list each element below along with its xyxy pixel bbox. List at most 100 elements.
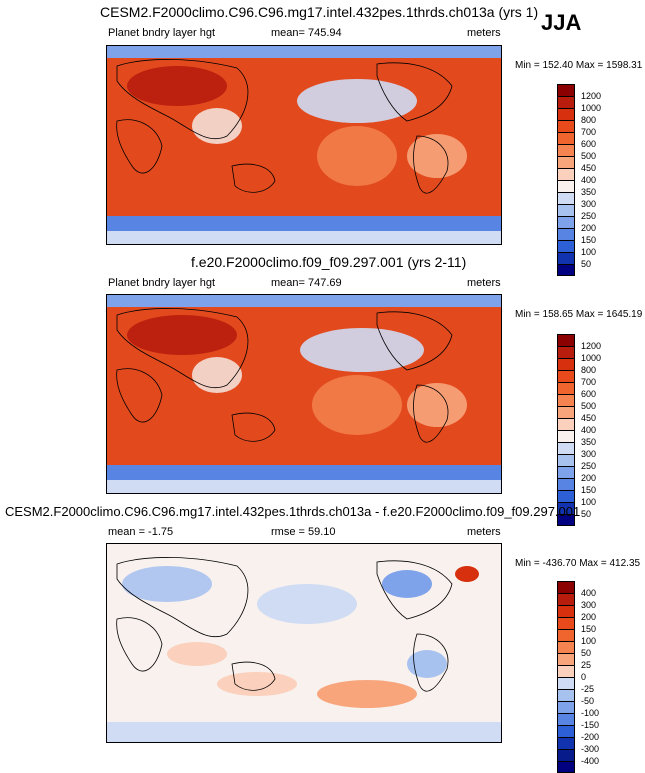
- colorbar-label: 350: [581, 437, 597, 447]
- eurasia-outline: [116, 59, 249, 140]
- colorbar-label: 800: [581, 115, 597, 125]
- panel3-minmax: Min = -436.70 Max = 412.35: [515, 558, 641, 569]
- colorbar-label: 400: [581, 425, 597, 435]
- colorbar-box: [557, 394, 575, 406]
- colorbar-box: [557, 228, 575, 240]
- colorbar-label: -200: [581, 732, 600, 742]
- colorbar-box: [557, 204, 575, 216]
- colorbar-box: [557, 737, 575, 749]
- colorbar-box: [557, 418, 575, 430]
- south-america-outline: [413, 135, 449, 194]
- panel2-title: f.e20.F2000climo.f09_f09.297.001 (yrs 2-…: [191, 254, 467, 270]
- panel3-units: meters: [467, 526, 501, 538]
- colorbar-label: 600: [581, 389, 597, 399]
- colorbar-box: [557, 454, 575, 466]
- panel1-colorbar-labels: 1200 1000 800 700 600 500 450 400 350 300 250 200 15…: [581, 90, 601, 270]
- colorbar-label: 200: [581, 473, 597, 483]
- colorbar-box: [557, 713, 575, 725]
- colorbar-box: [557, 252, 575, 264]
- colorbar-label: 1200: [581, 91, 602, 101]
- colorbar-label: 1200: [581, 341, 602, 351]
- colorbar-label: 25: [581, 660, 592, 670]
- colorbar-label: 50: [581, 259, 592, 269]
- panel1-map: [106, 45, 502, 245]
- colorbar-box: [557, 665, 575, 677]
- colorbar-box: [557, 132, 575, 144]
- colorbar-box: [557, 725, 575, 737]
- australia-outline: [231, 163, 276, 193]
- colorbar-label: 150: [581, 485, 597, 495]
- colorbar-label: 100: [581, 497, 597, 507]
- colorbar-label: -100: [581, 708, 600, 718]
- colorbar-box: [557, 406, 575, 418]
- panel1-minmax: Min = 152.40 Max = 1598.31: [515, 60, 643, 71]
- colorbar-label: -50: [581, 696, 595, 706]
- colorbar-label: 1000: [581, 103, 602, 113]
- colorbar-box: [557, 514, 575, 526]
- colorbar-box: [557, 653, 575, 665]
- colorbar-box: [557, 144, 575, 156]
- colorbar-box: [557, 192, 575, 204]
- colorbar-label: 400: [581, 588, 597, 598]
- panel2-map: [106, 294, 502, 494]
- colorbar-label: 600: [581, 139, 597, 149]
- colorbar-label: 500: [581, 401, 597, 411]
- colorbar-box: [557, 180, 575, 192]
- colorbar-box: [557, 689, 575, 701]
- panel2-colorbar: [557, 334, 575, 526]
- season-label: JJA: [541, 10, 582, 35]
- colorbar-box: [557, 617, 575, 629]
- panel3-colorbar: [557, 581, 575, 773]
- panel1-mean: mean= 745.94: [271, 27, 342, 39]
- arctic-region: [107, 46, 501, 58]
- panel1-variable-label: Planet bndry layer hgt: [108, 27, 216, 39]
- colorbar-box: [557, 701, 575, 713]
- colorbar-box: [557, 84, 575, 96]
- panel1-colorbar: [557, 84, 575, 276]
- colorbar-box: [557, 593, 575, 605]
- colorbar-box: [557, 96, 575, 108]
- north-america-outline: [376, 62, 453, 122]
- colorbar-label: 50: [581, 648, 592, 658]
- colorbar-box: [557, 761, 575, 773]
- colorbar-box: [557, 358, 575, 370]
- colorbar-label: 100: [581, 636, 597, 646]
- colorbar-box: [557, 168, 575, 180]
- panel2-colorbar-labels: 1200 1000 800 700 600 500 450 400 350 300 250 200 15…: [581, 340, 601, 520]
- panel2-units: meters: [467, 277, 501, 289]
- panel2-variable-label: Planet bndry layer hgt: [108, 277, 216, 289]
- colorbar-box: [557, 346, 575, 358]
- colorbar-box: [557, 240, 575, 252]
- colorbar-label: 200: [581, 223, 597, 233]
- colorbar-label: 250: [581, 211, 597, 221]
- colorbar-box: [557, 334, 575, 346]
- colorbar-label: 800: [581, 365, 597, 375]
- panel3-mean: mean = -1.75: [108, 526, 174, 538]
- colorbar-label: 300: [581, 600, 597, 610]
- colorbar-label: 100: [581, 247, 597, 257]
- colorbar-box: [557, 442, 575, 454]
- colorbar-box: [557, 430, 575, 442]
- panel3-map: [106, 543, 502, 743]
- colorbar-box: [557, 490, 575, 502]
- colorbar-box: [557, 478, 575, 490]
- colorbar-box: [557, 629, 575, 641]
- colorbar-label: 700: [581, 377, 597, 387]
- panel3-title: CESM2.F2000climo.C96.C96.mg17.intel.432p…: [5, 504, 581, 519]
- colorbar-box: [557, 641, 575, 653]
- colorbar-label: 150: [581, 624, 597, 634]
- colorbar-box: [557, 466, 575, 478]
- colorbar-box: [557, 156, 575, 168]
- colorbar-label: 300: [581, 449, 597, 459]
- colorbar-label: 300: [581, 199, 597, 209]
- colorbar-label: 700: [581, 127, 597, 137]
- colorbar-box: [557, 382, 575, 394]
- panel2-minmax: Min = 158.65 Max = 1645.19: [515, 309, 643, 320]
- panel1-units: meters: [467, 27, 501, 39]
- colorbar-label: 250: [581, 461, 597, 471]
- africa-outline: [116, 119, 163, 174]
- colorbar-box: [557, 108, 575, 120]
- colorbar-box: [557, 581, 575, 593]
- colorbar-box: [557, 749, 575, 761]
- panel1-title: CESM2.F2000climo.C96.C96.mg17.intel.432p…: [100, 4, 539, 20]
